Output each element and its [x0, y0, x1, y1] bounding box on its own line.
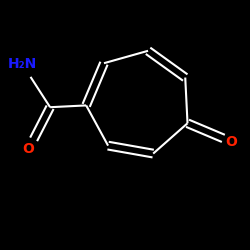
Text: H₂N: H₂N [8, 57, 37, 71]
Text: O: O [23, 142, 34, 156]
Text: O: O [225, 134, 237, 148]
